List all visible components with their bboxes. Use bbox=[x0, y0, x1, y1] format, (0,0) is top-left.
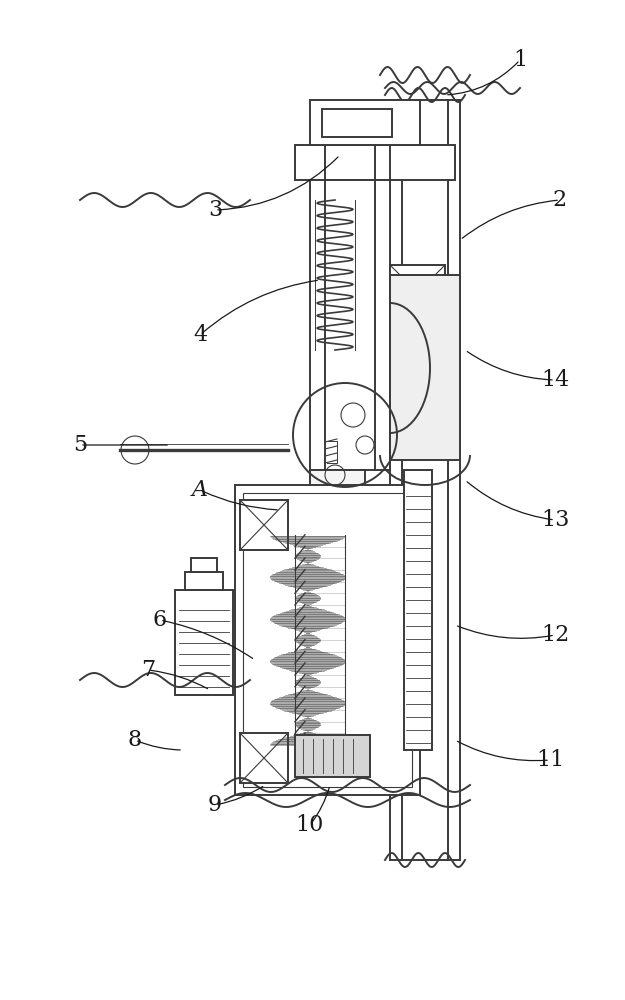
Text: 14: 14 bbox=[541, 369, 569, 391]
Bar bbox=[404, 470, 432, 750]
Bar bbox=[240, 500, 288, 550]
Text: 3: 3 bbox=[208, 199, 222, 221]
Text: 6: 6 bbox=[153, 609, 167, 631]
Bar bbox=[390, 100, 460, 860]
Bar bbox=[310, 180, 390, 470]
Bar bbox=[240, 733, 288, 783]
Text: 7: 7 bbox=[141, 659, 155, 681]
Bar bbox=[191, 558, 217, 572]
Bar bbox=[185, 572, 223, 590]
Bar bbox=[310, 100, 420, 145]
Bar bbox=[390, 375, 445, 430]
Bar bbox=[295, 735, 370, 777]
Text: A: A bbox=[192, 479, 208, 501]
Bar bbox=[390, 275, 460, 460]
Text: 1: 1 bbox=[513, 49, 527, 71]
Bar bbox=[390, 265, 445, 320]
Bar bbox=[310, 470, 365, 500]
Text: 5: 5 bbox=[73, 434, 87, 456]
Bar bbox=[243, 493, 412, 787]
Text: 2: 2 bbox=[553, 189, 567, 211]
Bar bbox=[322, 109, 392, 137]
Bar bbox=[235, 485, 420, 795]
Text: 9: 9 bbox=[208, 794, 222, 816]
Bar bbox=[175, 590, 233, 695]
Bar bbox=[295, 145, 455, 180]
Text: 8: 8 bbox=[128, 729, 142, 751]
Text: 11: 11 bbox=[536, 749, 564, 771]
Text: 10: 10 bbox=[296, 814, 324, 836]
Text: 13: 13 bbox=[541, 509, 569, 531]
Text: 12: 12 bbox=[541, 624, 569, 646]
Text: 4: 4 bbox=[193, 324, 207, 346]
